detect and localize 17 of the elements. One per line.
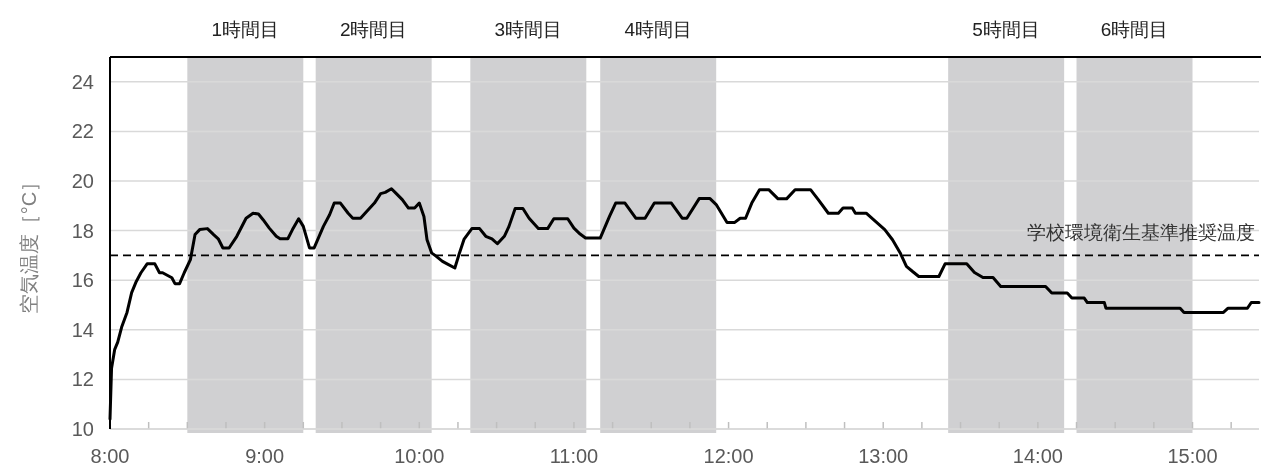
ytick: 22: [71, 120, 94, 143]
xtick: 9:00: [245, 445, 285, 467]
ytick: 24: [71, 70, 94, 93]
xtick: 14:00: [1012, 445, 1063, 467]
ytick: 10: [71, 418, 94, 440]
ytick: 14: [71, 318, 94, 341]
ytick: 12: [71, 368, 94, 391]
ylabel: 空気温度［°C］: [18, 171, 40, 315]
xtick: 15:00: [1167, 445, 1218, 467]
xtick: 8:00: [90, 445, 130, 467]
ytick: 20: [71, 170, 94, 192]
xtick: 10:00: [394, 445, 445, 467]
ytick: 16: [71, 269, 94, 292]
xtick: 12:00: [703, 445, 754, 467]
ytick: 18: [71, 219, 94, 242]
xtick: 13:00: [858, 445, 909, 467]
xtick: 11:00: [549, 445, 599, 467]
